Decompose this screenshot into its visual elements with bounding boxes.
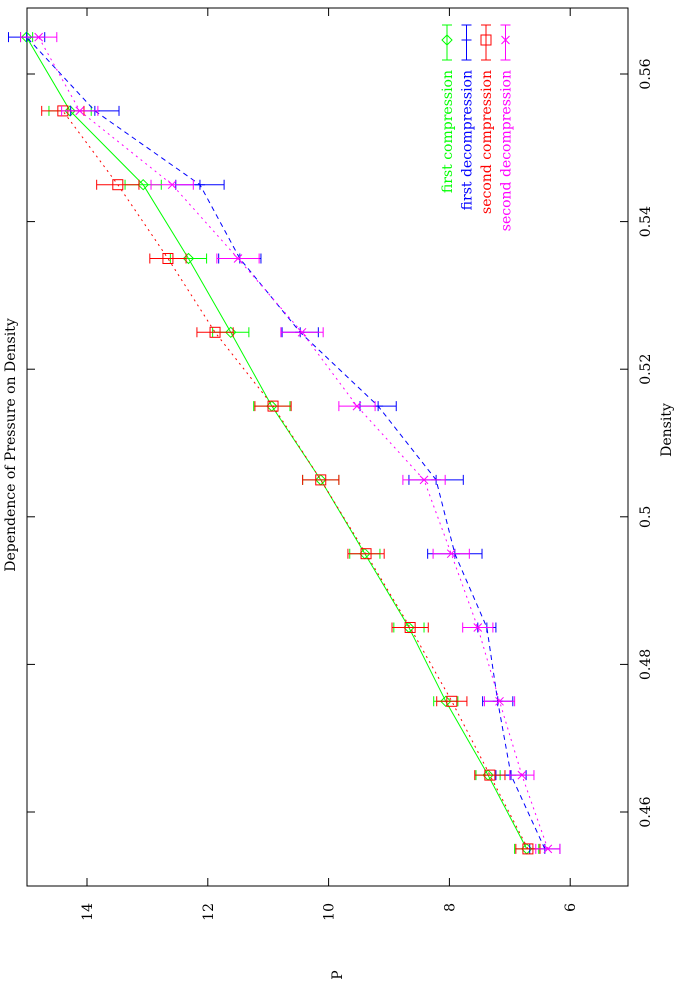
x-tick-label: 0.5 (638, 506, 654, 528)
data-point (162, 253, 174, 264)
series-first-decompression (7, 32, 561, 854)
x-tick-label: 0.54 (638, 206, 654, 237)
y-tick-label: 6 (563, 903, 579, 912)
y-axis-label: P (330, 970, 346, 979)
data-point (352, 401, 362, 411)
data-point (473, 623, 483, 632)
error-bar (149, 253, 187, 264)
data-point (112, 179, 124, 191)
series-line (26, 36, 528, 850)
data-point (233, 254, 243, 263)
data-point (404, 622, 416, 633)
legend-marker (461, 35, 472, 45)
x-axis-label: Density (659, 403, 675, 457)
error-bar (96, 179, 140, 190)
y-tick-label: 14 (80, 903, 96, 921)
legend-label: second decompression (499, 70, 515, 231)
series-second-compression (41, 105, 541, 855)
legend-sample (500, 24, 511, 61)
data-point (137, 178, 149, 191)
data-point (360, 548, 372, 560)
series-line (62, 110, 529, 850)
y-tick-label: 8 (442, 903, 458, 912)
data-point (419, 475, 429, 485)
y-tick-label: 12 (201, 903, 217, 921)
legend-sample (481, 24, 491, 61)
series-line (26, 36, 546, 850)
error-bar (391, 622, 429, 633)
data-point (495, 696, 504, 706)
data-point (446, 695, 458, 707)
data-point (517, 770, 527, 780)
plot-frame (26, 7, 629, 887)
data-point (267, 400, 279, 412)
data-point (522, 843, 534, 855)
error-bar (254, 401, 292, 412)
y-tick-label: 10 (322, 903, 338, 921)
x-tick-label: 0.52 (638, 354, 654, 385)
x-tick-label: 0.56 (638, 58, 654, 89)
data-point (297, 327, 307, 337)
series-second-decompression (20, 32, 561, 854)
x-tick-label: 0.48 (638, 649, 654, 680)
data-point (315, 474, 327, 486)
error-bar (474, 770, 506, 781)
legend-label: first compression (440, 70, 456, 193)
chart-title: Dependence of Pressure on Density (3, 318, 19, 572)
error-bar (436, 696, 468, 707)
data-point (167, 180, 177, 190)
data-point (209, 326, 221, 338)
series-line (38, 36, 549, 850)
error-bar (347, 548, 385, 559)
error-bar (196, 327, 234, 338)
error-bar (302, 474, 340, 485)
data-point (225, 326, 237, 339)
legend-marker (501, 35, 510, 45)
legend-marker (480, 34, 492, 46)
legend-sample (442, 24, 452, 61)
data-point (543, 844, 553, 854)
data-point (75, 106, 85, 116)
data-point (182, 252, 195, 265)
data-point (64, 105, 76, 117)
legend-label: first decompression (460, 70, 476, 210)
data-point (194, 179, 205, 190)
legend-marker (441, 34, 453, 46)
legend-label: second compression (479, 70, 495, 214)
data-point (34, 32, 44, 42)
data-point (440, 695, 452, 708)
x-tick-label: 0.46 (638, 796, 654, 827)
data-point (446, 549, 456, 559)
data-point (484, 769, 496, 781)
